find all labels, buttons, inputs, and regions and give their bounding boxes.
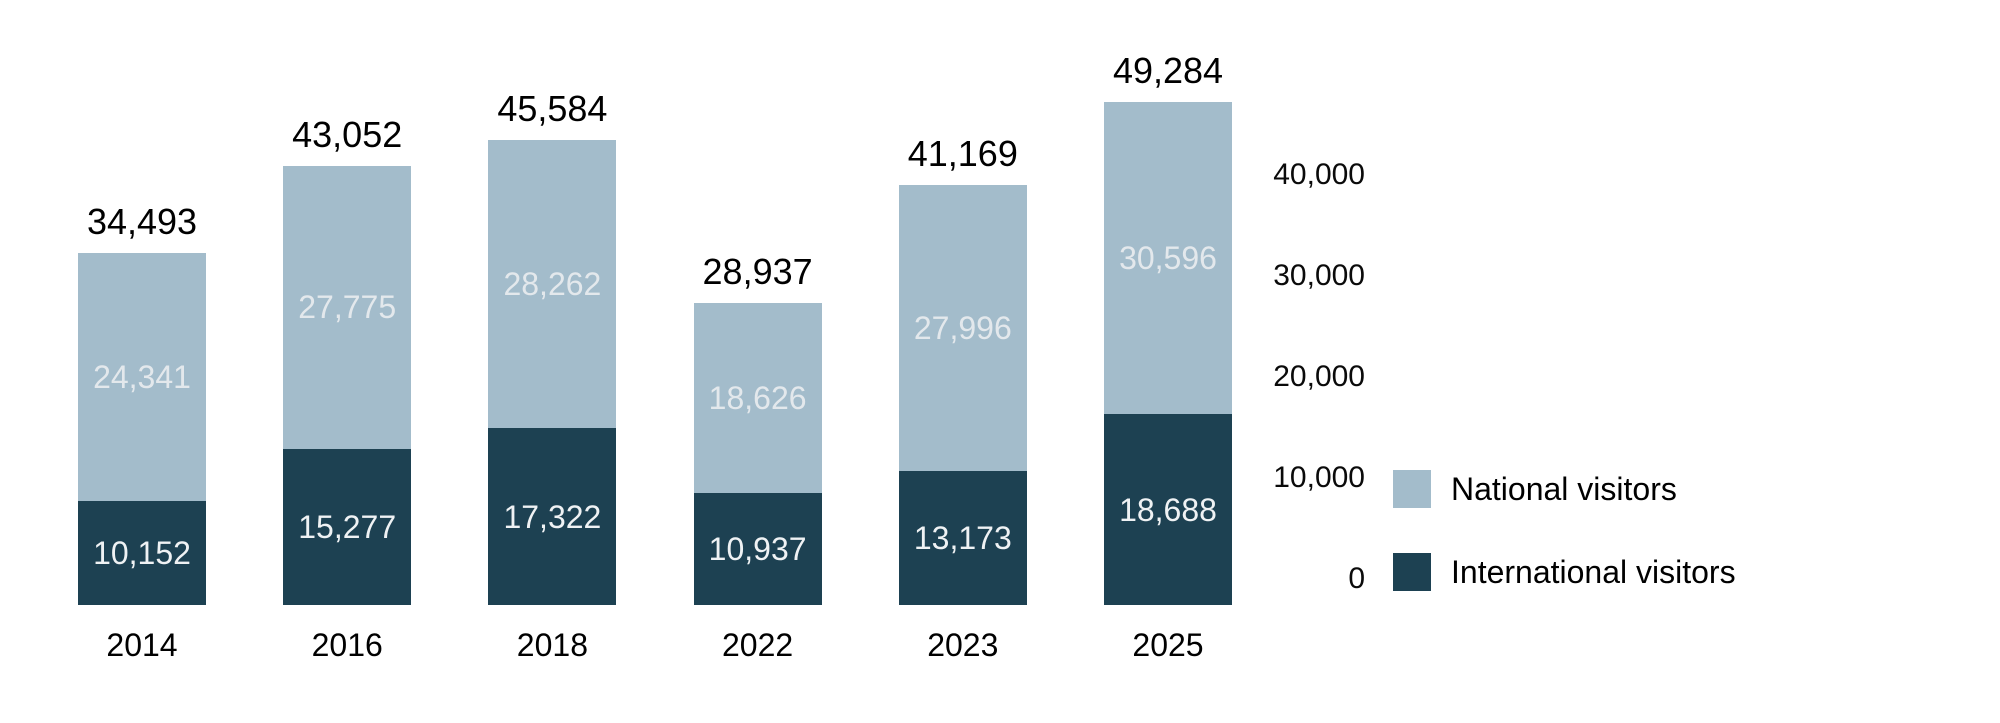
x-axis-label: 2018 <box>516 627 588 663</box>
bar-segment-national <box>693 303 822 494</box>
x-axis-label: 2016 <box>311 627 383 663</box>
international-value-label: 17,322 <box>503 498 602 535</box>
bar-segment-international <box>283 449 412 605</box>
bar-total-label: 41,169 <box>907 132 1018 174</box>
y-axis-tick-label: 40,000 <box>1273 158 1365 191</box>
x-axis-label: 2014 <box>106 627 178 663</box>
y-axis-tick-label: 0 <box>1348 562 1365 595</box>
legend-label: National visitors <box>1451 471 1677 507</box>
bar-total-label: 45,584 <box>497 87 608 129</box>
y-axis-tick-label: 10,000 <box>1273 461 1365 494</box>
x-axis-label: 2023 <box>927 627 999 663</box>
bar-segment-national <box>283 165 412 450</box>
x-axis-label: 2025 <box>1132 627 1204 663</box>
international-value-label: 15,277 <box>298 509 397 546</box>
legend-swatch-international <box>1393 553 1431 591</box>
bar-segment-international <box>78 501 206 605</box>
bar-segment-national <box>898 184 1027 471</box>
bar-total-label: 34,493 <box>86 200 198 242</box>
bar-segment-international <box>488 428 617 605</box>
international-value-label: 18,688 <box>1119 491 1217 528</box>
international-value-label: 10,937 <box>708 531 807 568</box>
national-value-label: 27,775 <box>298 289 397 326</box>
national-value-label: 18,626 <box>708 380 807 417</box>
national-value-label: 30,596 <box>1119 240 1217 277</box>
bar-segment-national <box>1104 102 1232 415</box>
national-value-label: 27,996 <box>913 309 1012 346</box>
bar-segment-national <box>488 139 617 429</box>
y-axis-tick-label: 20,000 <box>1273 360 1365 393</box>
y-axis-tick-label: 30,000 <box>1273 259 1365 292</box>
international-value-label: 13,173 <box>913 519 1012 556</box>
legend-swatch-national <box>1393 470 1431 508</box>
bar-segment-international <box>693 493 822 605</box>
bar-segment-national <box>78 252 206 502</box>
bar-segment-international <box>898 470 1027 605</box>
legend-label: International visitors <box>1451 554 1736 590</box>
national-value-label: 24,341 <box>93 359 191 396</box>
bar-total-label: 43,052 <box>292 113 403 155</box>
bar-total-label: 28,937 <box>702 251 813 293</box>
national-value-label: 28,262 <box>503 265 602 302</box>
bar-total-label: 49,284 <box>1112 50 1224 91</box>
x-axis-label: 2022 <box>722 627 794 663</box>
bar-segment-international <box>1104 414 1232 605</box>
international-value-label: 10,152 <box>93 535 191 572</box>
